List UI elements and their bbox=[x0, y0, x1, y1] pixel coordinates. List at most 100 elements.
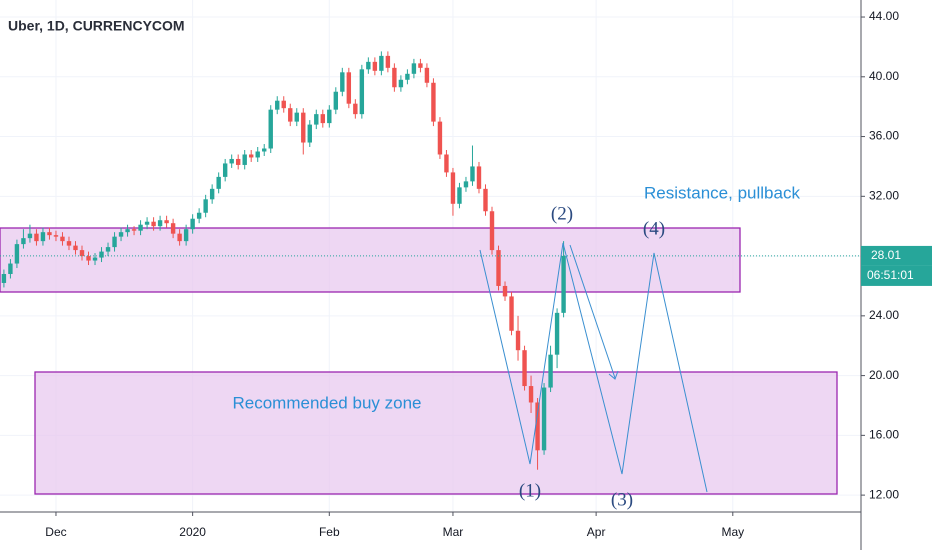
candle-body bbox=[457, 187, 462, 204]
candle-body bbox=[359, 69, 365, 115]
candle-body bbox=[554, 312, 560, 355]
candle-body bbox=[216, 176, 221, 189]
candle-body bbox=[209, 188, 215, 200]
candle-body bbox=[561, 255, 566, 313]
wave-label: (3) bbox=[611, 489, 633, 510]
candle-body bbox=[99, 251, 104, 258]
chart-title: Uber, 1D, CURRENCYCOM bbox=[8, 18, 185, 34]
candle-body bbox=[314, 114, 319, 125]
candle-body bbox=[437, 121, 443, 155]
candle-body bbox=[131, 229, 137, 231]
candle-body bbox=[522, 350, 527, 387]
candle-body bbox=[496, 250, 501, 286]
candle-body bbox=[196, 212, 202, 219]
candle-body bbox=[470, 166, 475, 182]
candle-body bbox=[242, 154, 247, 165]
countdown: 06:51:01 bbox=[867, 268, 914, 282]
x-tick-label: 2020 bbox=[179, 525, 206, 539]
y-tick-label: 40.00 bbox=[869, 69, 899, 83]
wave-path bbox=[479, 242, 708, 493]
candle-body bbox=[418, 63, 423, 68]
candle-body bbox=[548, 354, 553, 388]
candle-body bbox=[268, 109, 273, 149]
candle-body bbox=[366, 61, 371, 70]
candle-body bbox=[379, 55, 384, 71]
candle-body bbox=[1, 274, 7, 283]
candle-body bbox=[262, 148, 267, 152]
candle-body bbox=[476, 166, 482, 189]
candle-body bbox=[229, 158, 234, 164]
candle-body bbox=[541, 387, 547, 451]
axes: 12.0016.0020.0024.0028.0032.0036.0040.00… bbox=[45, 9, 899, 539]
candle-body bbox=[535, 402, 540, 451]
candle-body bbox=[40, 232, 46, 242]
candle-body bbox=[34, 233, 39, 242]
candle-body bbox=[79, 250, 85, 257]
candle-body bbox=[281, 100, 286, 109]
candle-body bbox=[528, 386, 534, 403]
wave-label: (1) bbox=[519, 480, 541, 501]
candle-body bbox=[203, 199, 208, 213]
candle-body bbox=[307, 124, 312, 143]
candle-body bbox=[385, 55, 391, 68]
candle-body bbox=[27, 233, 33, 239]
candle-body bbox=[86, 256, 91, 261]
candle-body bbox=[340, 72, 345, 92]
candle-body bbox=[275, 100, 280, 110]
annotation: Recommended buy zone bbox=[232, 393, 421, 412]
y-tick-label: 44.00 bbox=[869, 9, 899, 23]
candle-body bbox=[249, 154, 254, 158]
candle-body bbox=[431, 82, 436, 122]
candle-body bbox=[190, 218, 195, 230]
candle-body bbox=[183, 229, 189, 242]
candle-body bbox=[294, 112, 299, 122]
candle-body bbox=[450, 172, 456, 204]
candle-body bbox=[502, 285, 508, 297]
candle-body bbox=[515, 330, 521, 351]
candle-body bbox=[8, 263, 13, 275]
candle-body bbox=[105, 247, 111, 252]
arrow-head bbox=[608, 370, 619, 380]
x-tick-label: Feb bbox=[319, 525, 340, 539]
y-tick-label: 32.00 bbox=[869, 188, 899, 202]
candle-body bbox=[112, 236, 117, 248]
candle-body bbox=[144, 221, 150, 225]
x-tick-label: Apr bbox=[587, 525, 606, 539]
candle-body bbox=[60, 236, 65, 242]
candle-body bbox=[288, 108, 293, 122]
resistance-zone bbox=[0, 227, 741, 293]
candle-body bbox=[151, 221, 156, 227]
candle-body bbox=[483, 188, 488, 212]
candle-body bbox=[424, 67, 430, 83]
y-tick-label: 16.00 bbox=[869, 428, 899, 442]
wave-label: (2) bbox=[551, 203, 573, 224]
buy-zone bbox=[34, 371, 838, 495]
candle-body bbox=[235, 158, 241, 165]
x-tick-label: May bbox=[721, 525, 744, 539]
candle-body bbox=[157, 220, 163, 227]
candle-body bbox=[170, 223, 176, 234]
candle-body bbox=[125, 229, 130, 233]
last-price-box bbox=[861, 245, 932, 266]
candle-body bbox=[177, 233, 182, 242]
last-price-label: 28.01 bbox=[871, 248, 901, 262]
candle-body bbox=[118, 232, 124, 237]
candle-body bbox=[444, 154, 449, 173]
candle-body bbox=[21, 238, 26, 245]
annotation: Resistance, pullback bbox=[644, 183, 800, 202]
y-tick-label: 36.00 bbox=[869, 129, 899, 143]
candle-body bbox=[346, 72, 352, 104]
candle-body bbox=[411, 63, 417, 74]
candle-body bbox=[53, 235, 59, 237]
candle-body bbox=[333, 91, 339, 110]
candle-body bbox=[327, 109, 332, 124]
x-axis-bg bbox=[0, 512, 932, 550]
candle-body bbox=[164, 220, 169, 224]
candle-body bbox=[222, 163, 228, 177]
x-tick-label: Dec bbox=[45, 525, 66, 539]
candle-body bbox=[255, 151, 260, 158]
candle-body bbox=[398, 79, 404, 88]
y-tick-label: 20.00 bbox=[869, 368, 899, 382]
candle-body bbox=[489, 211, 495, 251]
